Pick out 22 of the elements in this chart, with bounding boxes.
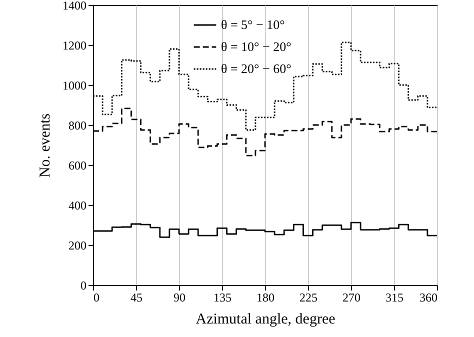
y-tick-label: 200 [68,238,86,252]
x-tick-label: 225 [300,290,318,304]
y-tick-label: 1000 [62,78,86,92]
legend-label: θ = 10° − 20° [221,39,292,54]
y-tick-label: 1200 [62,38,86,52]
x-tick-label: 45 [130,290,142,304]
x-tick-label: 270 [342,290,360,304]
legend-label: θ = 20° − 60° [221,61,292,76]
y-tick-label: 0 [80,278,86,292]
x-tick-label: 180 [256,290,274,304]
y-axis-title: No. events [38,113,54,178]
x-tick-label: 0 [94,290,100,304]
x-tick-label: 90 [174,290,186,304]
y-tick-label: 800 [68,118,86,132]
y-tick-label: 400 [68,198,86,212]
y-tick-label: 600 [68,158,86,172]
x-tick-label: 135 [214,290,232,304]
x-tick-label: 315 [386,290,404,304]
y-tick-label: 1400 [62,0,86,12]
x-tick-label: 360 [420,290,438,304]
legend-label: θ = 5° − 10° [221,17,285,32]
x-axis-title: Azimutal angle, degree [196,312,336,328]
